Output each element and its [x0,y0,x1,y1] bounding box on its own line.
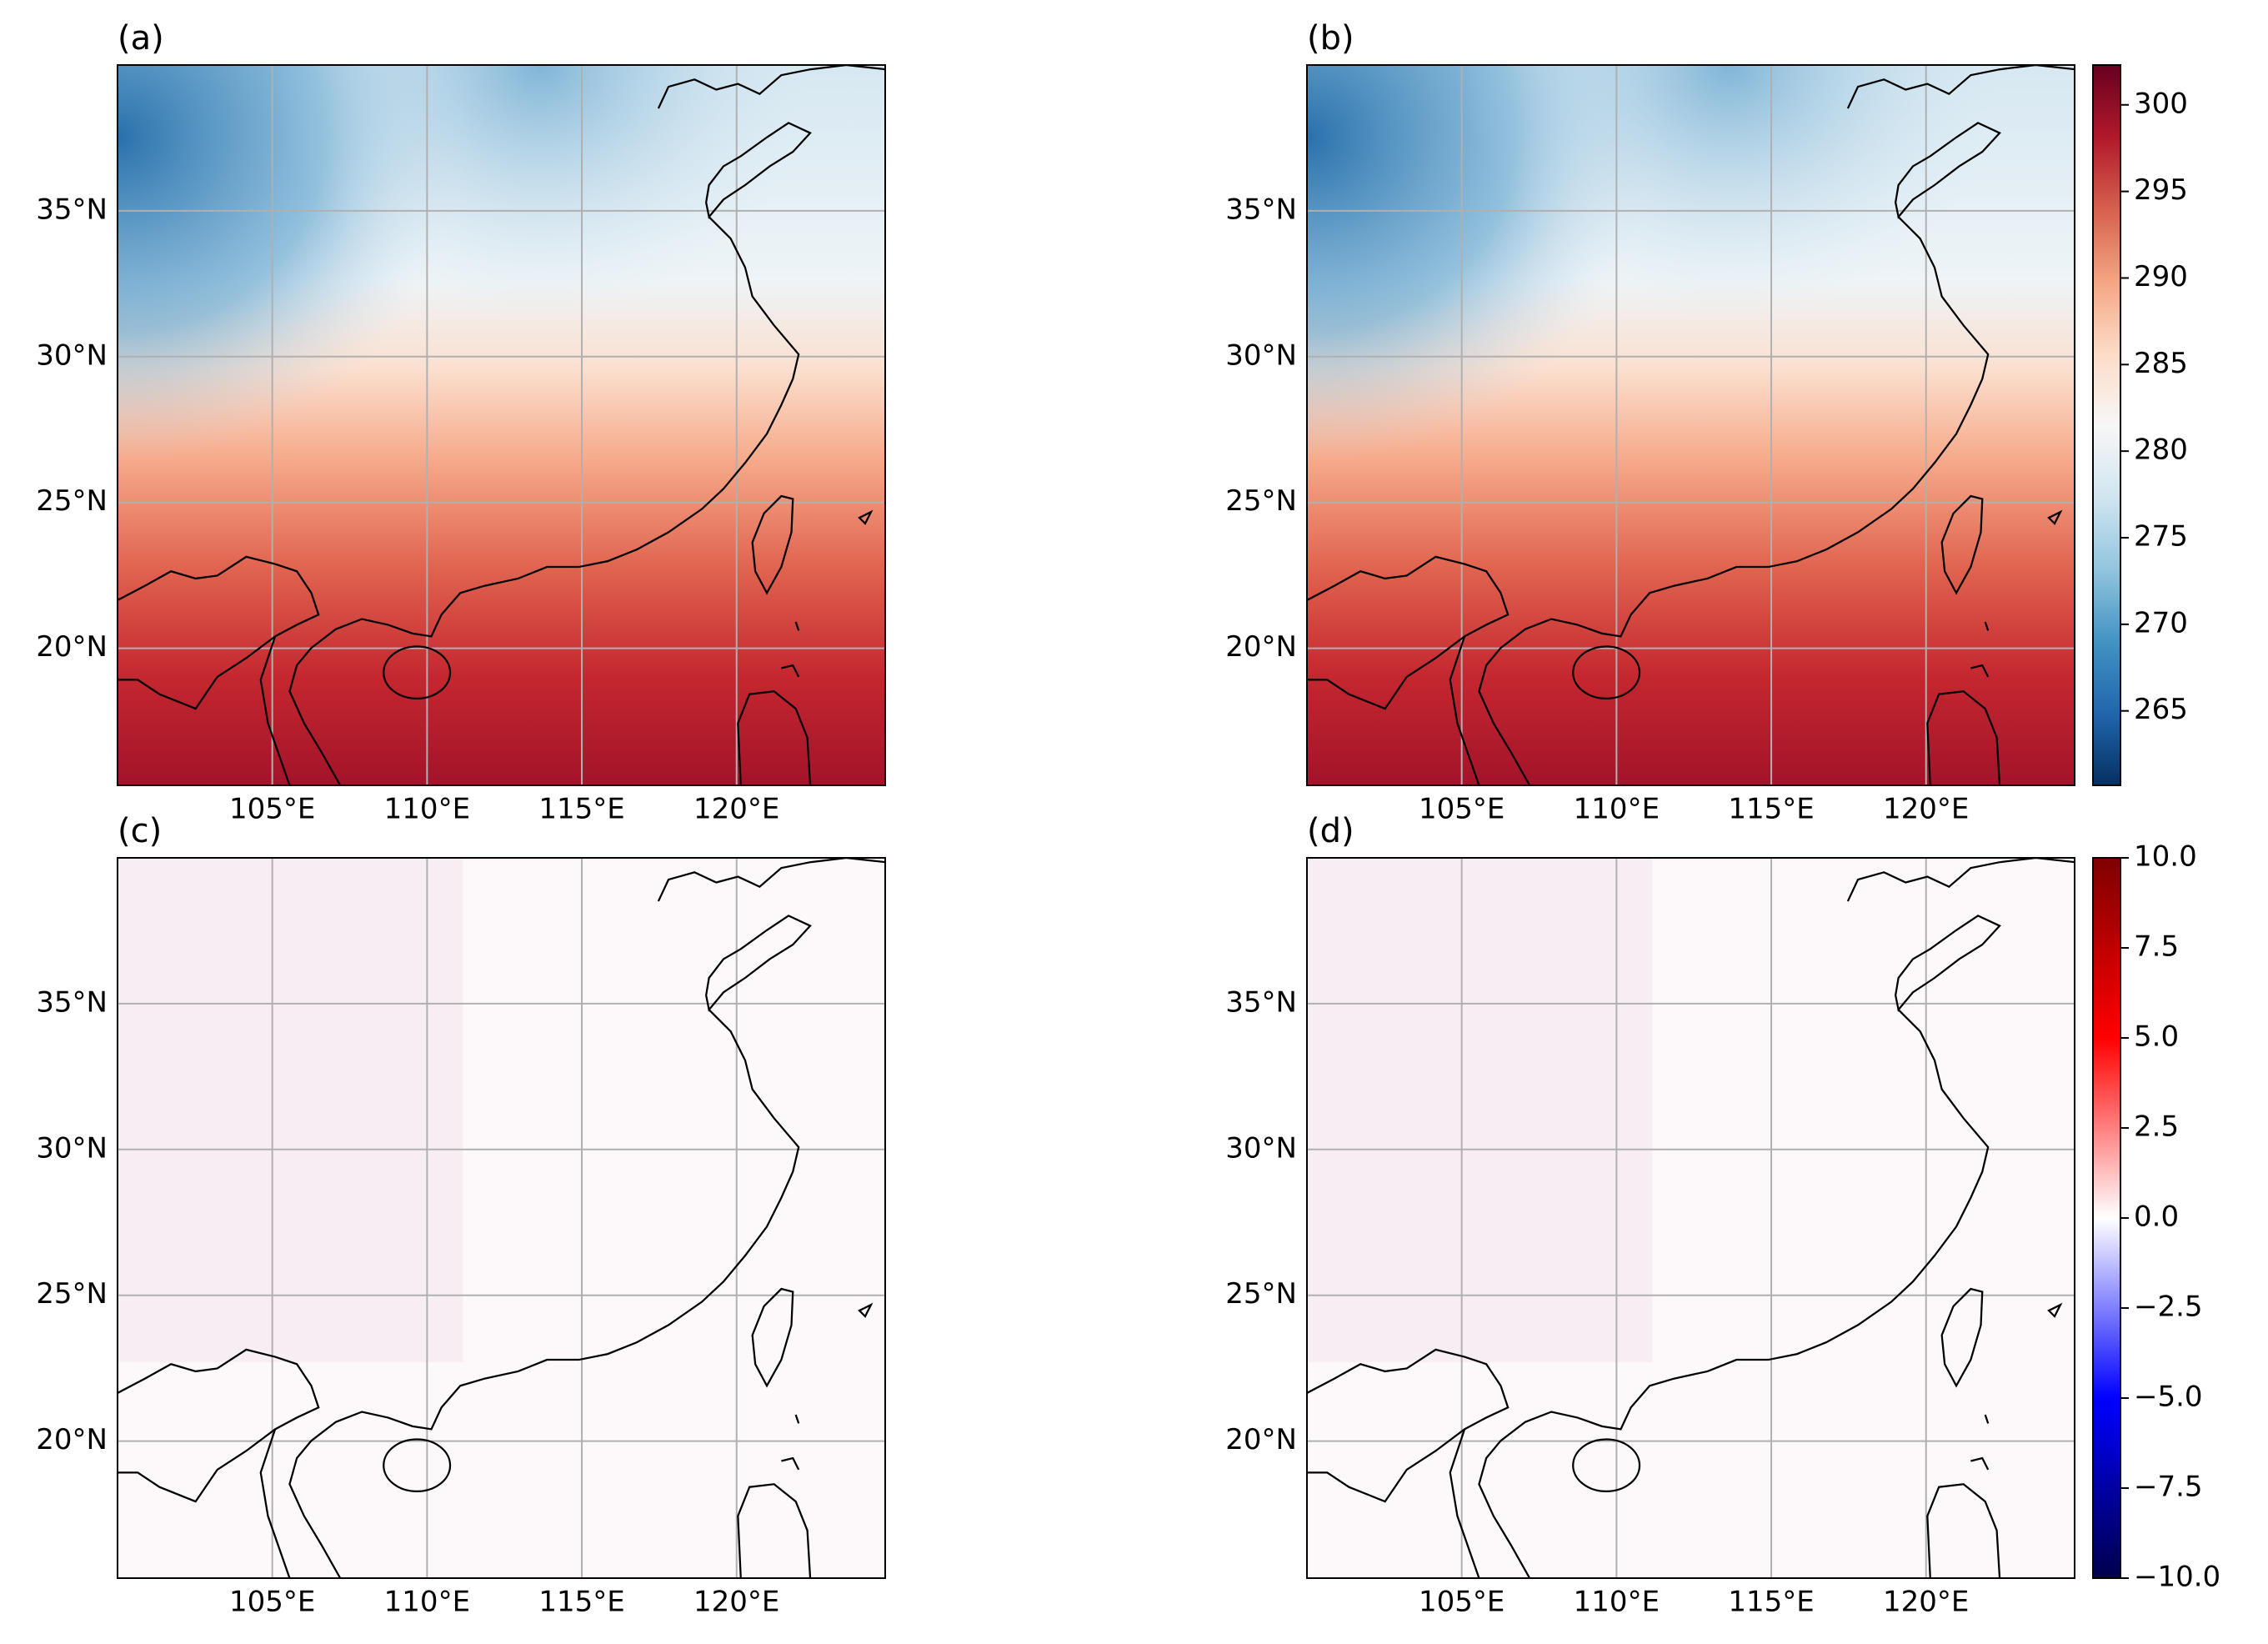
y-tick-label: 35°N [36,193,108,226]
colorbar-tick-label: −5.0 [2134,1381,2203,1414]
panels: (a) 105°E 110°E 115°E 120°E 20°N 25°N 30°N 35°N (… [36,19,2220,1619]
x-tick-label: 115°E [538,1586,624,1619]
x-tick-label: 110°E [384,793,470,826]
y-tick-label: 25°N [1225,484,1297,518]
colorbar [2092,64,2121,786]
colorbar-tick-label: 265 [2134,693,2188,726]
y-tick-label: 20°N [36,630,108,664]
colorbar-tick-label: 280 [2134,434,2188,467]
y-tick-label: 30°N [36,338,108,372]
map-panel [118,858,885,1578]
panel-label: (c) [118,812,162,850]
colorbar-tick-label: 0.0 [2134,1200,2179,1234]
y-tick-label: 25°N [36,484,108,518]
panel-label: (d) [1307,812,1354,850]
field-noise [118,858,463,1362]
colorbar-tick-label: 5.0 [2134,1020,2179,1054]
x-tick-label: 105°E [1419,793,1504,826]
y-tick-label: 20°N [36,1423,108,1456]
field-noise [1307,858,1653,1362]
colorbar-tick-label: 270 [2134,606,2188,639]
x-tick-label: 105°E [1419,1586,1504,1619]
x-tick-label: 115°E [1728,793,1814,826]
colorbar-tick-label: −2.5 [2134,1291,2203,1324]
panel-label: (b) [1307,19,1354,58]
colorbar-tick-label: −10.0 [2134,1561,2220,1594]
panel-frame [117,64,886,786]
x-tick-label: 120°E [693,793,779,826]
y-tick-label: 20°N [1225,1423,1297,1456]
map-panel [1307,65,2075,785]
x-tick-label: 105°E [229,793,315,826]
y-tick-label: 25°N [36,1277,108,1311]
y-tick-label: 20°N [1225,630,1297,664]
map-panel [1307,858,2075,1578]
panel-label: (a) [118,19,164,58]
map-panel [118,65,885,785]
colorbar-tick-label: 285 [2134,347,2188,380]
x-tick-label: 120°E [1883,1586,1969,1619]
x-tick-label: 110°E [384,1586,470,1619]
x-tick-label: 115°E [1728,1586,1814,1619]
panel-frame [1306,64,2075,786]
y-tick-label: 35°N [36,985,108,1019]
x-tick-label: 110°E [1574,793,1660,826]
y-tick-label: 30°N [1225,1131,1297,1165]
x-tick-label: 115°E [538,793,624,826]
colorbar-tick-label: 275 [2134,520,2188,554]
y-tick-label: 25°N [1225,1277,1297,1311]
colorbar-tick-label: 7.5 [2134,930,2179,964]
field-cold-north [1307,65,2075,785]
field-cold-north [118,65,885,785]
y-tick-label: 30°N [1225,338,1297,372]
colorbar-tick-label: 2.5 [2134,1110,2179,1144]
colorbar-tick-label: 290 [2134,260,2188,293]
y-tick-label: 35°N [1225,985,1297,1019]
y-tick-label: 35°N [1225,193,1297,226]
panel-frame [117,857,886,1579]
colorbar [2092,857,2121,1579]
colorbar-tick-label: 300 [2134,87,2188,120]
x-tick-label: 110°E [1574,1586,1660,1619]
x-tick-label: 120°E [1883,793,1969,826]
panel-frame [1306,857,2075,1579]
colorbar-tick-label: −7.5 [2134,1471,2203,1504]
colorbar-tick-label: 10.0 [2134,840,2197,874]
x-tick-label: 120°E [693,1586,779,1619]
colorbar-tick-label: 295 [2134,173,2188,207]
x-tick-label: 105°E [229,1586,315,1619]
y-tick-label: 30°N [36,1131,108,1165]
